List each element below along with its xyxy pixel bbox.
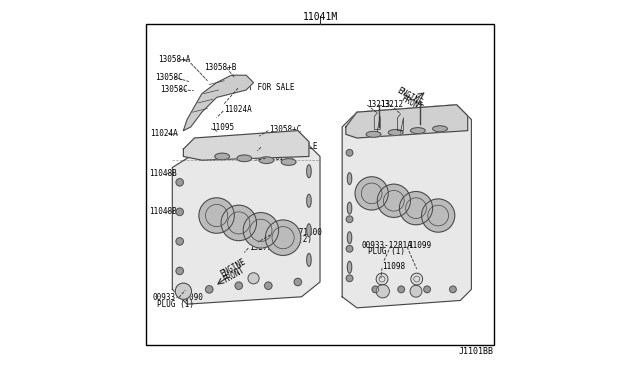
Text: 08931-71B00: 08931-71B00: [271, 228, 322, 237]
Text: 11024A: 11024A: [150, 129, 178, 138]
Circle shape: [176, 238, 184, 245]
Text: 13058C: 13058C: [161, 85, 188, 94]
Circle shape: [176, 179, 184, 186]
Text: 11048B: 11048B: [148, 169, 177, 177]
Circle shape: [221, 205, 257, 241]
Circle shape: [410, 285, 422, 297]
Text: 00933-1281A: 00933-1281A: [362, 241, 413, 250]
Polygon shape: [172, 142, 320, 304]
Circle shape: [175, 283, 191, 299]
Circle shape: [248, 273, 259, 284]
Text: PLUG (1): PLUG (1): [368, 247, 405, 256]
Text: 13058C: 13058C: [156, 73, 183, 81]
Text: 11024A: 11024A: [224, 105, 252, 115]
Text: J1101BB: J1101BB: [458, 347, 493, 356]
Polygon shape: [342, 105, 472, 308]
Circle shape: [176, 267, 184, 275]
Circle shape: [355, 177, 388, 210]
Text: 13273: 13273: [249, 243, 272, 252]
Circle shape: [199, 198, 234, 233]
Text: ENGINE: ENGINE: [219, 257, 248, 279]
Bar: [147, 23, 493, 345]
Ellipse shape: [307, 224, 311, 237]
Text: 13058+B: 13058+B: [204, 63, 236, 72]
Circle shape: [377, 184, 410, 217]
Text: 13212: 13212: [381, 100, 404, 109]
Text: ENGINE: ENGINE: [395, 86, 424, 108]
Circle shape: [411, 273, 422, 285]
Ellipse shape: [307, 253, 311, 266]
Text: 13058+C: 13058+C: [269, 125, 301, 134]
Circle shape: [346, 150, 353, 156]
Text: 11041M: 11041M: [302, 13, 338, 22]
Ellipse shape: [307, 194, 311, 207]
Circle shape: [449, 286, 456, 293]
Text: 11095: 11095: [211, 123, 234, 132]
Text: NOT FOR SALE: NOT FOR SALE: [239, 83, 294, 92]
Text: NOT FOR SALE: NOT FOR SALE: [262, 142, 317, 151]
Text: 13213: 13213: [367, 100, 390, 109]
Ellipse shape: [215, 153, 230, 160]
Ellipse shape: [348, 202, 352, 214]
Circle shape: [266, 220, 301, 256]
Text: 11024A: 11024A: [266, 153, 294, 162]
Text: 11099: 11099: [408, 241, 431, 250]
Circle shape: [294, 278, 301, 286]
Ellipse shape: [307, 165, 311, 178]
Ellipse shape: [366, 131, 381, 137]
Ellipse shape: [410, 128, 425, 134]
Text: 11098: 11098: [382, 262, 405, 271]
Ellipse shape: [388, 129, 403, 135]
Circle shape: [346, 275, 353, 282]
Polygon shape: [184, 75, 253, 131]
Text: FRONT: FRONT: [222, 265, 246, 284]
Ellipse shape: [433, 126, 447, 132]
Circle shape: [176, 208, 184, 215]
Text: 13058+A: 13058+A: [158, 55, 191, 64]
Circle shape: [346, 246, 353, 252]
Circle shape: [243, 212, 278, 248]
Polygon shape: [346, 105, 468, 138]
Ellipse shape: [348, 261, 352, 273]
Text: 00933-13090: 00933-13090: [152, 293, 203, 302]
Text: PLUG (2): PLUG (2): [275, 235, 312, 244]
Circle shape: [424, 286, 430, 293]
Text: FRONT: FRONT: [399, 94, 424, 113]
Circle shape: [235, 282, 243, 289]
Circle shape: [264, 282, 272, 289]
Circle shape: [376, 273, 388, 285]
Circle shape: [372, 286, 379, 293]
Circle shape: [399, 192, 433, 225]
Polygon shape: [184, 131, 309, 160]
Ellipse shape: [348, 173, 352, 185]
Ellipse shape: [237, 155, 252, 161]
Circle shape: [376, 285, 389, 298]
Circle shape: [398, 286, 404, 293]
Circle shape: [205, 286, 213, 293]
Text: PLUG (1): PLUG (1): [157, 300, 194, 309]
Circle shape: [346, 216, 353, 222]
Ellipse shape: [281, 159, 296, 165]
Ellipse shape: [348, 232, 352, 244]
Text: 11048B: 11048B: [148, 206, 177, 216]
Circle shape: [422, 199, 455, 232]
Ellipse shape: [259, 157, 274, 163]
